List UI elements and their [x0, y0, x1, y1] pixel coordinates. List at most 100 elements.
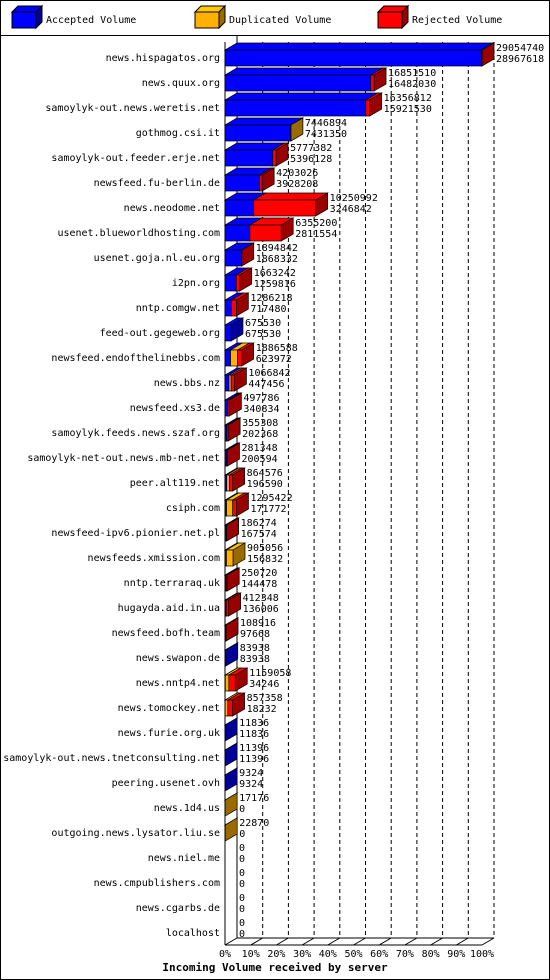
bar-front: [230, 374, 235, 392]
total-label: 864576: [247, 468, 283, 479]
y-tick-label: newsfeed.bofh.team: [112, 628, 220, 639]
x-tick: [224, 937, 238, 946]
bar-front: [253, 199, 317, 217]
total-label: 497786: [243, 393, 279, 404]
bar-segment: [225, 442, 241, 467]
x-tick-label: 20%: [267, 949, 285, 960]
bar-segment: [223, 42, 495, 67]
accepted-label: 717480: [250, 304, 286, 315]
bar-front: [224, 199, 255, 217]
bar-front: [365, 99, 371, 117]
bar-segment: [226, 692, 246, 717]
bar-front: [230, 299, 237, 317]
bar-segment: [225, 417, 242, 442]
accepted-label: 0: [239, 929, 245, 940]
bar-segment: [479, 42, 496, 67]
bar-segment: [223, 317, 245, 342]
accepted-label: 2811554: [295, 229, 337, 240]
bar-segment: [223, 767, 239, 792]
x-tick-label: 60%: [370, 949, 388, 960]
accepted-label: 3246842: [330, 204, 372, 215]
bar-segment: [224, 567, 241, 592]
y-tick-label: localhost: [166, 928, 220, 939]
total-label: 0: [239, 868, 245, 879]
y-tick-label: news.tomockey.net: [118, 703, 220, 714]
accepted-label: 83938: [240, 654, 270, 665]
bar-front: [225, 574, 228, 592]
bar-segment: [226, 392, 243, 417]
total-label: 1066842: [248, 368, 290, 379]
bar-segment: [223, 792, 239, 817]
bar-segment: [230, 292, 250, 317]
bar-front: [226, 424, 229, 442]
bar-front: [224, 74, 372, 92]
bar-front: [224, 174, 261, 192]
bar-front: [272, 149, 277, 167]
legend-label: Duplicated Volume: [229, 15, 331, 26]
total-label: 0: [239, 918, 245, 929]
bar-segment: [289, 117, 305, 142]
accepted-label: 9324: [239, 779, 263, 790]
bar-front: [224, 399, 229, 417]
bar-front: [226, 499, 234, 517]
bar-segment: [248, 217, 295, 242]
total-label: 857358: [247, 693, 283, 704]
x-tick-label: 50%: [344, 949, 362, 960]
total-label: 17176: [239, 793, 269, 804]
accepted-label: 340834: [243, 404, 279, 415]
bar-segment: [223, 717, 239, 742]
y-tick-label: newsfeeds.xmission.com: [88, 553, 220, 564]
bar-segment: [369, 67, 388, 92]
bar-front: [224, 699, 229, 717]
bar-segment: [223, 742, 239, 767]
y-tick-label: newsfeed-ipv6.pionier.net.pl: [51, 528, 220, 539]
accepted-label: 1259816: [254, 279, 296, 290]
bar-front: [224, 274, 237, 292]
legend-label: Accepted Volume: [46, 15, 136, 26]
y-tick-label: i2pn.org: [172, 278, 220, 289]
x-tick: [481, 937, 495, 946]
total-label: 0: [239, 843, 245, 854]
legend-label: Rejected Volume: [412, 15, 502, 26]
x-tick: [276, 937, 289, 946]
bar-front: [259, 174, 263, 192]
accepted-label: 171772: [250, 504, 286, 515]
legend-item: Duplicated Volume: [193, 4, 331, 30]
accepted-label: 136006: [243, 604, 279, 615]
accepted-label: 5396128: [290, 154, 332, 165]
bar-top: [223, 67, 385, 76]
accepted-label: 0: [239, 829, 245, 840]
total-label: 7446894: [305, 118, 347, 129]
accepted-label: 97668: [240, 629, 270, 640]
accepted-label: 1868332: [256, 254, 298, 265]
bar-front: [224, 149, 274, 167]
bar-front: [230, 349, 238, 367]
legend-swatch: [377, 11, 403, 29]
bar-front: [227, 399, 230, 417]
total-label: 108916: [240, 618, 276, 629]
legend-swatch: [11, 11, 37, 29]
bar-front: [224, 674, 230, 692]
bar-segment: [236, 342, 255, 367]
bar-front: [229, 474, 233, 492]
y-tick-label: news.hispagatos.org: [106, 53, 220, 64]
y-tick-label: news.1d4.us: [154, 803, 220, 814]
total-label: 0: [239, 893, 245, 904]
bar-segment: [229, 367, 248, 392]
y-tick-label: nntp.terraraq.uk: [124, 578, 220, 589]
total-label: 1894842: [256, 243, 298, 254]
y-tick-label: peer.alt119.net: [130, 478, 220, 489]
total-label: 16851510: [388, 68, 436, 79]
y-tick-label: hugayda.aid.in.ua: [118, 603, 220, 614]
x-tick: [250, 937, 263, 946]
x-tick-label: 90%: [447, 949, 465, 960]
total-label: 281348: [241, 443, 277, 454]
accepted-label: 11836: [239, 729, 269, 740]
x-tick-label: 10%: [242, 949, 260, 960]
accepted-label: 16482030: [388, 79, 436, 90]
accepted-label: 7431350: [305, 129, 347, 140]
y-tick-label: samoylyk-net-out.news.mb-net.net: [27, 453, 220, 464]
accepted-label: 196590: [247, 479, 283, 490]
legend-swatch: [194, 11, 220, 29]
